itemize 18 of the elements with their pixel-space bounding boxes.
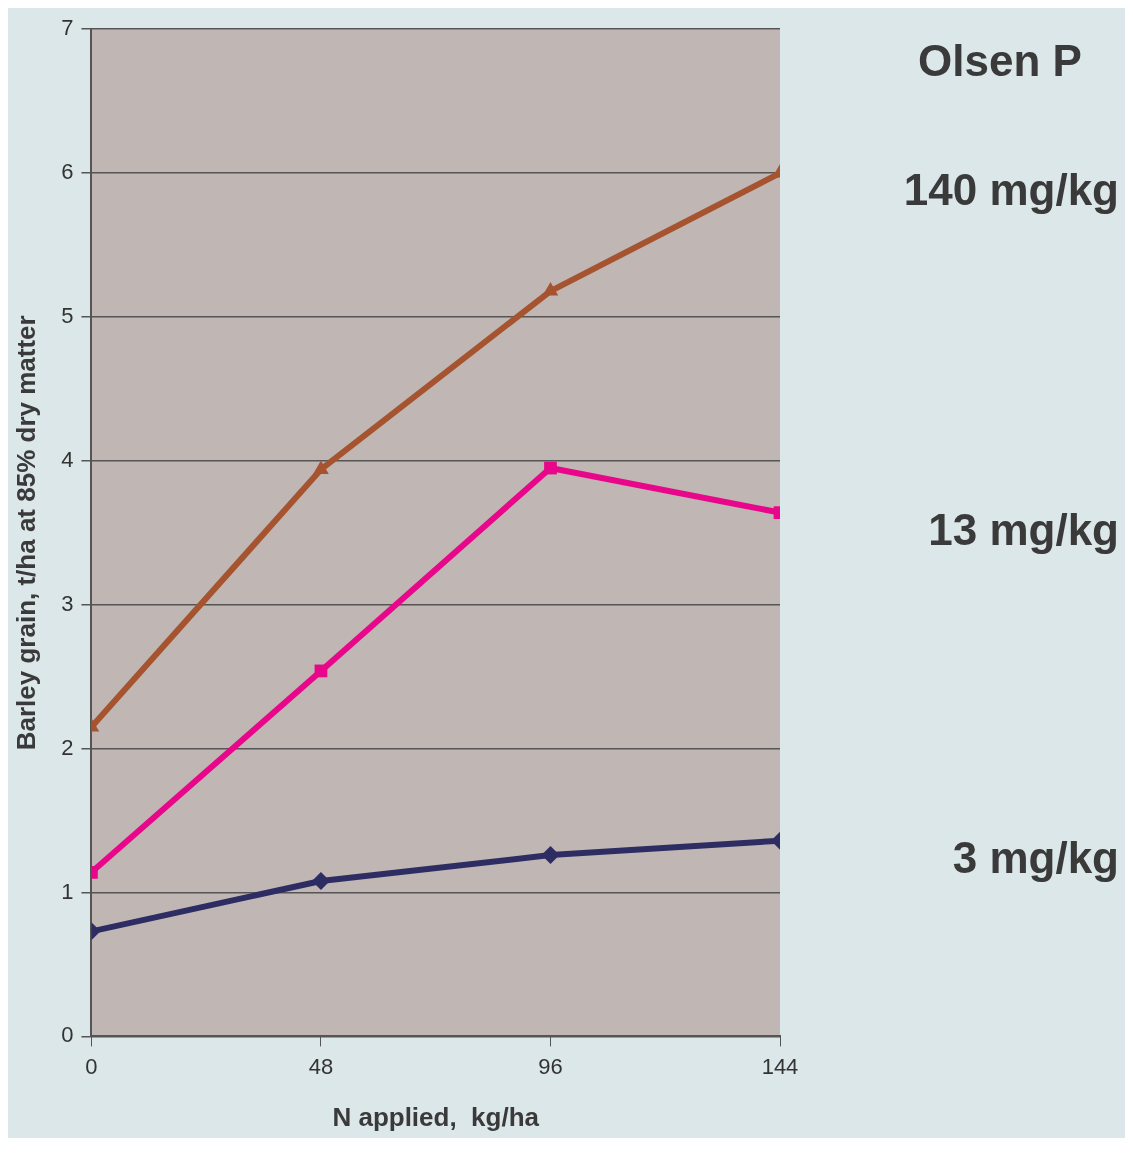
y-axis-title: Barley grain, t/ha at 85% dry matter	[10, 315, 41, 751]
x-tick-label: 144	[761, 1053, 799, 1079]
y-tick-label: 4	[61, 446, 74, 472]
text: 13 mg/kg	[928, 504, 1119, 554]
legend-title: Olsen P	[918, 36, 1082, 86]
x-axis-title: N applied, kg/ha	[332, 1101, 540, 1132]
y-tick-label: 7	[61, 15, 74, 41]
x-tick-label: 0	[85, 1053, 98, 1079]
x-tick-label: 96	[538, 1053, 563, 1079]
y-tick-label: 6	[61, 159, 74, 185]
y-tick-label: 3	[61, 590, 74, 616]
y-tick-label: 1	[61, 878, 74, 904]
text: 140 mg/kg	[903, 165, 1119, 215]
y-tick-label: 0	[61, 1022, 74, 1048]
y-tick-label: 2	[61, 734, 74, 760]
text: 3 mg/kg	[952, 832, 1119, 882]
x-tick-label: 48	[308, 1053, 334, 1079]
y-tick-label: 5	[61, 303, 74, 329]
